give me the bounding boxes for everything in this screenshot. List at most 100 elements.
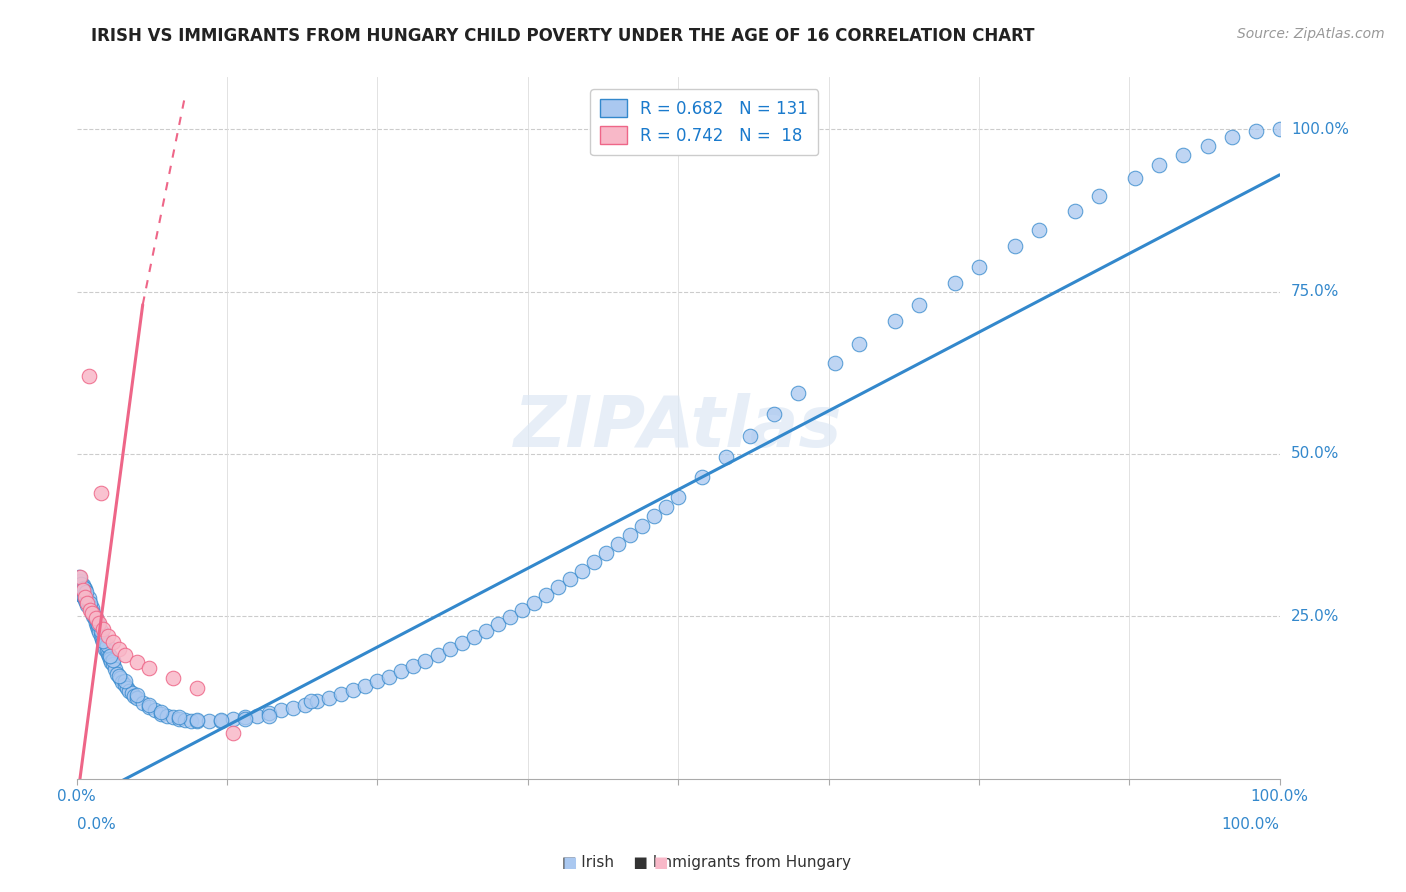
- Point: [619, 528, 641, 542]
- Point: [107, 667, 129, 681]
- Point: [101, 653, 124, 667]
- Point: [72, 583, 94, 598]
- Point: [499, 610, 522, 624]
- Point: [186, 681, 208, 695]
- Point: [75, 595, 97, 609]
- Text: 50.0%: 50.0%: [1291, 446, 1339, 461]
- Point: [108, 671, 131, 685]
- Point: [101, 635, 124, 649]
- Point: [162, 710, 184, 724]
- Point: [763, 408, 786, 422]
- Point: [96, 644, 118, 658]
- Point: [125, 655, 148, 669]
- Point: [69, 574, 91, 588]
- Text: ■: ■: [654, 855, 668, 870]
- Point: [87, 622, 110, 636]
- Point: [1244, 123, 1267, 137]
- Point: [79, 603, 101, 617]
- Point: [439, 642, 461, 657]
- Point: [318, 691, 340, 706]
- Point: [107, 641, 129, 656]
- Point: [1268, 122, 1291, 136]
- Point: [1173, 148, 1195, 162]
- Point: [143, 703, 166, 717]
- Point: [426, 648, 449, 663]
- Point: [558, 572, 581, 586]
- Point: [82, 606, 104, 620]
- Point: [69, 570, 91, 584]
- Legend: R = 0.682   N = 131, R = 0.742   N =  18: R = 0.682 N = 131, R = 0.742 N = 18: [591, 89, 818, 155]
- Point: [90, 486, 112, 500]
- Point: [389, 665, 412, 679]
- Point: [1220, 130, 1243, 145]
- Text: 100.0%: 100.0%: [1291, 122, 1348, 136]
- Point: [173, 713, 195, 727]
- Point: [98, 649, 121, 664]
- Point: [90, 629, 112, 643]
- Point: [93, 639, 115, 653]
- Point: [378, 670, 401, 684]
- Point: [84, 615, 107, 630]
- Point: [186, 713, 208, 727]
- Point: [787, 385, 810, 400]
- Point: [75, 584, 97, 599]
- Point: [82, 609, 104, 624]
- Point: [72, 578, 94, 592]
- Point: [89, 625, 111, 640]
- Point: [299, 693, 322, 707]
- Point: [67, 570, 90, 584]
- Point: [510, 603, 533, 617]
- Point: [97, 629, 120, 643]
- Point: [716, 450, 738, 464]
- Point: [91, 633, 114, 648]
- Point: [96, 638, 118, 652]
- Point: [1149, 158, 1171, 172]
- Point: [89, 615, 111, 630]
- Point: [257, 706, 280, 720]
- Point: [402, 659, 425, 673]
- Point: [82, 601, 104, 615]
- Point: [167, 710, 190, 724]
- Point: [91, 635, 114, 649]
- Point: [114, 648, 136, 663]
- Point: [73, 590, 96, 604]
- Point: [118, 684, 141, 698]
- Point: [86, 619, 108, 633]
- Point: [70, 586, 93, 600]
- Point: [486, 617, 509, 632]
- Point: [281, 700, 304, 714]
- Point: [366, 674, 388, 689]
- Text: Source: ZipAtlas.com: Source: ZipAtlas.com: [1237, 27, 1385, 41]
- Point: [943, 277, 966, 291]
- Point: [67, 586, 90, 600]
- Point: [124, 689, 146, 703]
- Point: [114, 674, 136, 689]
- Point: [156, 708, 179, 723]
- Point: [69, 580, 91, 594]
- Point: [294, 698, 316, 712]
- Point: [111, 674, 134, 689]
- Point: [107, 669, 129, 683]
- Point: [270, 703, 292, 717]
- Point: [342, 683, 364, 698]
- Point: [246, 708, 269, 723]
- Point: [72, 583, 94, 598]
- Point: [233, 712, 256, 726]
- Point: [307, 694, 329, 708]
- Point: [79, 599, 101, 614]
- Point: [474, 624, 496, 638]
- Point: [84, 610, 107, 624]
- Point: [643, 509, 665, 524]
- Point: [77, 369, 100, 384]
- Point: [73, 590, 96, 604]
- Point: [84, 610, 107, 624]
- Point: [77, 596, 100, 610]
- Point: [450, 636, 472, 650]
- Point: [90, 632, 112, 646]
- Point: [209, 713, 232, 727]
- Point: [82, 606, 104, 620]
- Point: [162, 671, 184, 685]
- Point: [740, 429, 762, 443]
- Point: [76, 598, 98, 612]
- Point: [631, 519, 654, 533]
